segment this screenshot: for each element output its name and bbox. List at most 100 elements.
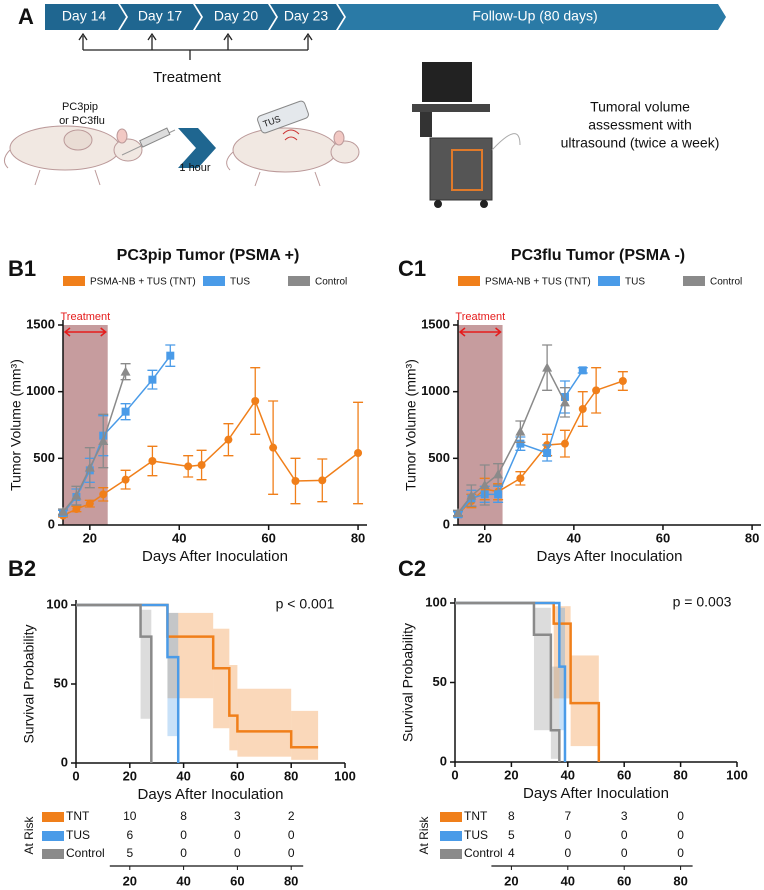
legend-swatch (42, 812, 64, 822)
y-tick-label: 0 (440, 753, 447, 768)
x-tick-label: 40 (561, 767, 575, 782)
confidence-band (140, 609, 152, 719)
data-point (559, 397, 570, 407)
risk-row-label: Control (66, 846, 105, 860)
risk-label: At Risk (417, 816, 431, 855)
panel-label: B1 (8, 256, 36, 281)
risk-count: 0 (677, 846, 684, 860)
y-axis-label: Survival Probability (400, 623, 416, 742)
timeline-label: Day 20 (214, 8, 259, 24)
timeline-step (338, 4, 726, 30)
delay-label: 1 hour (179, 162, 211, 174)
x-axis-label: Days After Inoculation (523, 785, 669, 802)
data-point (542, 362, 553, 372)
y-tick-label: 50 (433, 674, 447, 689)
y-axis-label: Tumor Volume (mm³) (8, 359, 24, 491)
risk-count: 2 (288, 809, 295, 823)
legend-label: PSMA-NB + TUS (TNT) (90, 277, 196, 288)
treatment-label: Treatment (60, 311, 110, 323)
data-point (466, 490, 477, 500)
risk-tick-label: 40 (561, 873, 575, 888)
legend-label: TUS (230, 277, 250, 288)
x-axis-label: Days After Inoculation (142, 548, 288, 565)
confidence-band (553, 606, 571, 699)
risk-count: 3 (234, 809, 241, 823)
survival-curve (76, 603, 153, 763)
risk-count: 3 (621, 809, 628, 823)
data-point (354, 449, 363, 457)
data-point (543, 449, 552, 457)
assessment-text: assessment with (588, 117, 691, 133)
risk-label: At Risk (22, 816, 36, 855)
survival-curve (455, 601, 561, 762)
risk-count: 0 (621, 828, 628, 842)
timeline (45, 4, 726, 30)
x-axis-label: Days After Inoculation (537, 548, 683, 565)
p-value: p = 0.003 (673, 594, 732, 610)
x-tick-label: 0 (72, 768, 79, 783)
risk-row-label: TUS (464, 828, 488, 842)
risk-tick-label: 80 (284, 873, 298, 888)
panel-label: B2 (8, 556, 36, 581)
data-point (120, 366, 131, 376)
timeline-label: Day 14 (62, 8, 107, 24)
treatment-label: Treatment (455, 311, 505, 323)
x-tick-label: 40 (172, 530, 186, 545)
data-point (578, 366, 587, 375)
y-tick-label: 500 (428, 450, 450, 465)
risk-count: 6 (126, 828, 133, 842)
risk-count: 0 (234, 828, 241, 842)
confidence-band (570, 655, 599, 747)
x-tick-label: 100 (726, 767, 748, 782)
y-tick-label: 100 (425, 594, 447, 609)
x-tick-label: 80 (284, 768, 298, 783)
y-tick-label: 500 (33, 450, 55, 465)
data-point (560, 439, 569, 448)
data-point (318, 476, 327, 485)
confidence-band (237, 688, 292, 757)
risk-count: 4 (508, 846, 515, 860)
data-point (148, 457, 157, 465)
y-tick-label: 0 (443, 516, 450, 531)
risk-count: 0 (677, 809, 684, 823)
data-point (453, 508, 463, 517)
risk-count: 7 (564, 809, 571, 823)
legend-label: PSMA-NB + TUS (TNT) (485, 277, 591, 288)
legend-swatch (598, 276, 620, 286)
data-point (251, 397, 260, 405)
y-tick-label: 1500 (421, 316, 450, 331)
x-axis-label: Days After Inoculation (138, 786, 284, 803)
data-point (98, 436, 109, 445)
legend-swatch (203, 276, 225, 286)
x-tick-label: 0 (451, 767, 458, 782)
p-value: p < 0.001 (276, 596, 335, 612)
transducer-icon (257, 100, 309, 134)
cell-label: or PC3flu (59, 115, 105, 127)
risk-count: 0 (677, 828, 684, 842)
data-point (515, 426, 526, 436)
legend-label: Control (315, 277, 347, 288)
confidence-band (291, 710, 319, 760)
panel-label: A (18, 4, 34, 29)
risk-count: 10 (123, 809, 137, 823)
timeline-step (120, 4, 201, 30)
legend-swatch (42, 849, 64, 859)
y-tick-label: 0 (61, 754, 68, 769)
risk-tick-label: 60 (230, 873, 244, 888)
legend-swatch (42, 831, 64, 841)
x-tick-label: 20 (504, 767, 518, 782)
data-point (479, 480, 490, 489)
x-tick-label: 80 (745, 530, 759, 545)
risk-row-label: TNT (464, 809, 488, 823)
legend-swatch (458, 276, 480, 286)
ultrasound-machine-icon (412, 62, 521, 208)
y-tick-label: 50 (54, 675, 68, 690)
risk-count: 5 (508, 828, 515, 842)
y-tick-label: 100 (46, 596, 68, 611)
y-tick-label: 1000 (26, 383, 55, 398)
data-point (85, 499, 94, 508)
data-point (197, 461, 206, 469)
treatment-arrow (63, 327, 107, 337)
chart-title: PC3pip Tumor (PSMA +) (117, 247, 300, 264)
